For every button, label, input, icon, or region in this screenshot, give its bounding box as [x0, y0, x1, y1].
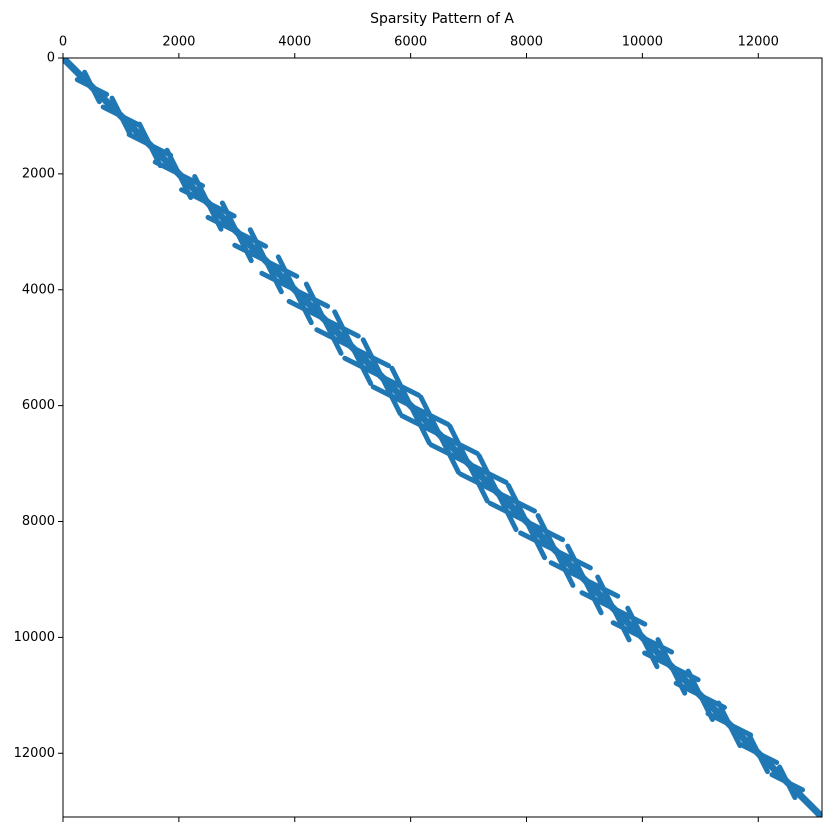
- y-tick-label: 10000: [14, 630, 55, 645]
- x-tick-label: 6000: [394, 35, 427, 50]
- y-tick-label: 2000: [22, 166, 55, 181]
- plot-frame: [62, 57, 823, 818]
- nonzero-band: [82, 69, 102, 105]
- x-tick-label: 10000: [622, 35, 663, 50]
- nonzero-band: [275, 254, 314, 326]
- nonzero-band: [389, 365, 432, 446]
- y-tick-label: 0: [47, 51, 55, 66]
- nonzero-band: [505, 482, 548, 561]
- nonzero-band: [565, 543, 604, 616]
- nonzero-band: [716, 700, 743, 749]
- nonzero-band: [535, 513, 576, 588]
- y-tick-label: 4000: [22, 282, 55, 297]
- x-tick-label: 2000: [162, 35, 195, 50]
- nonzero-band: [777, 764, 798, 801]
- x-tick-label: 0: [59, 35, 67, 50]
- x-tick-label: 4000: [278, 35, 311, 50]
- nonzero-band: [746, 732, 770, 775]
- y-tick-label: 8000: [22, 514, 55, 529]
- nonzero-band: [476, 453, 519, 533]
- x-tick-label: 8000: [510, 35, 543, 50]
- nonzero-band: [332, 309, 374, 387]
- nonzero-band: [360, 337, 403, 417]
- nonzero-band: [418, 394, 461, 475]
- nonzero-band: [447, 423, 490, 504]
- nonzero-band: [109, 95, 133, 137]
- x-tick-label: 12000: [738, 35, 779, 50]
- nonzero-band: [303, 281, 344, 356]
- y-tick-label: 6000: [22, 398, 55, 413]
- nonzero-band: [137, 121, 163, 169]
- chart-title: Sparsity Pattern of A: [370, 11, 514, 27]
- y-tick-label: 12000: [14, 746, 55, 761]
